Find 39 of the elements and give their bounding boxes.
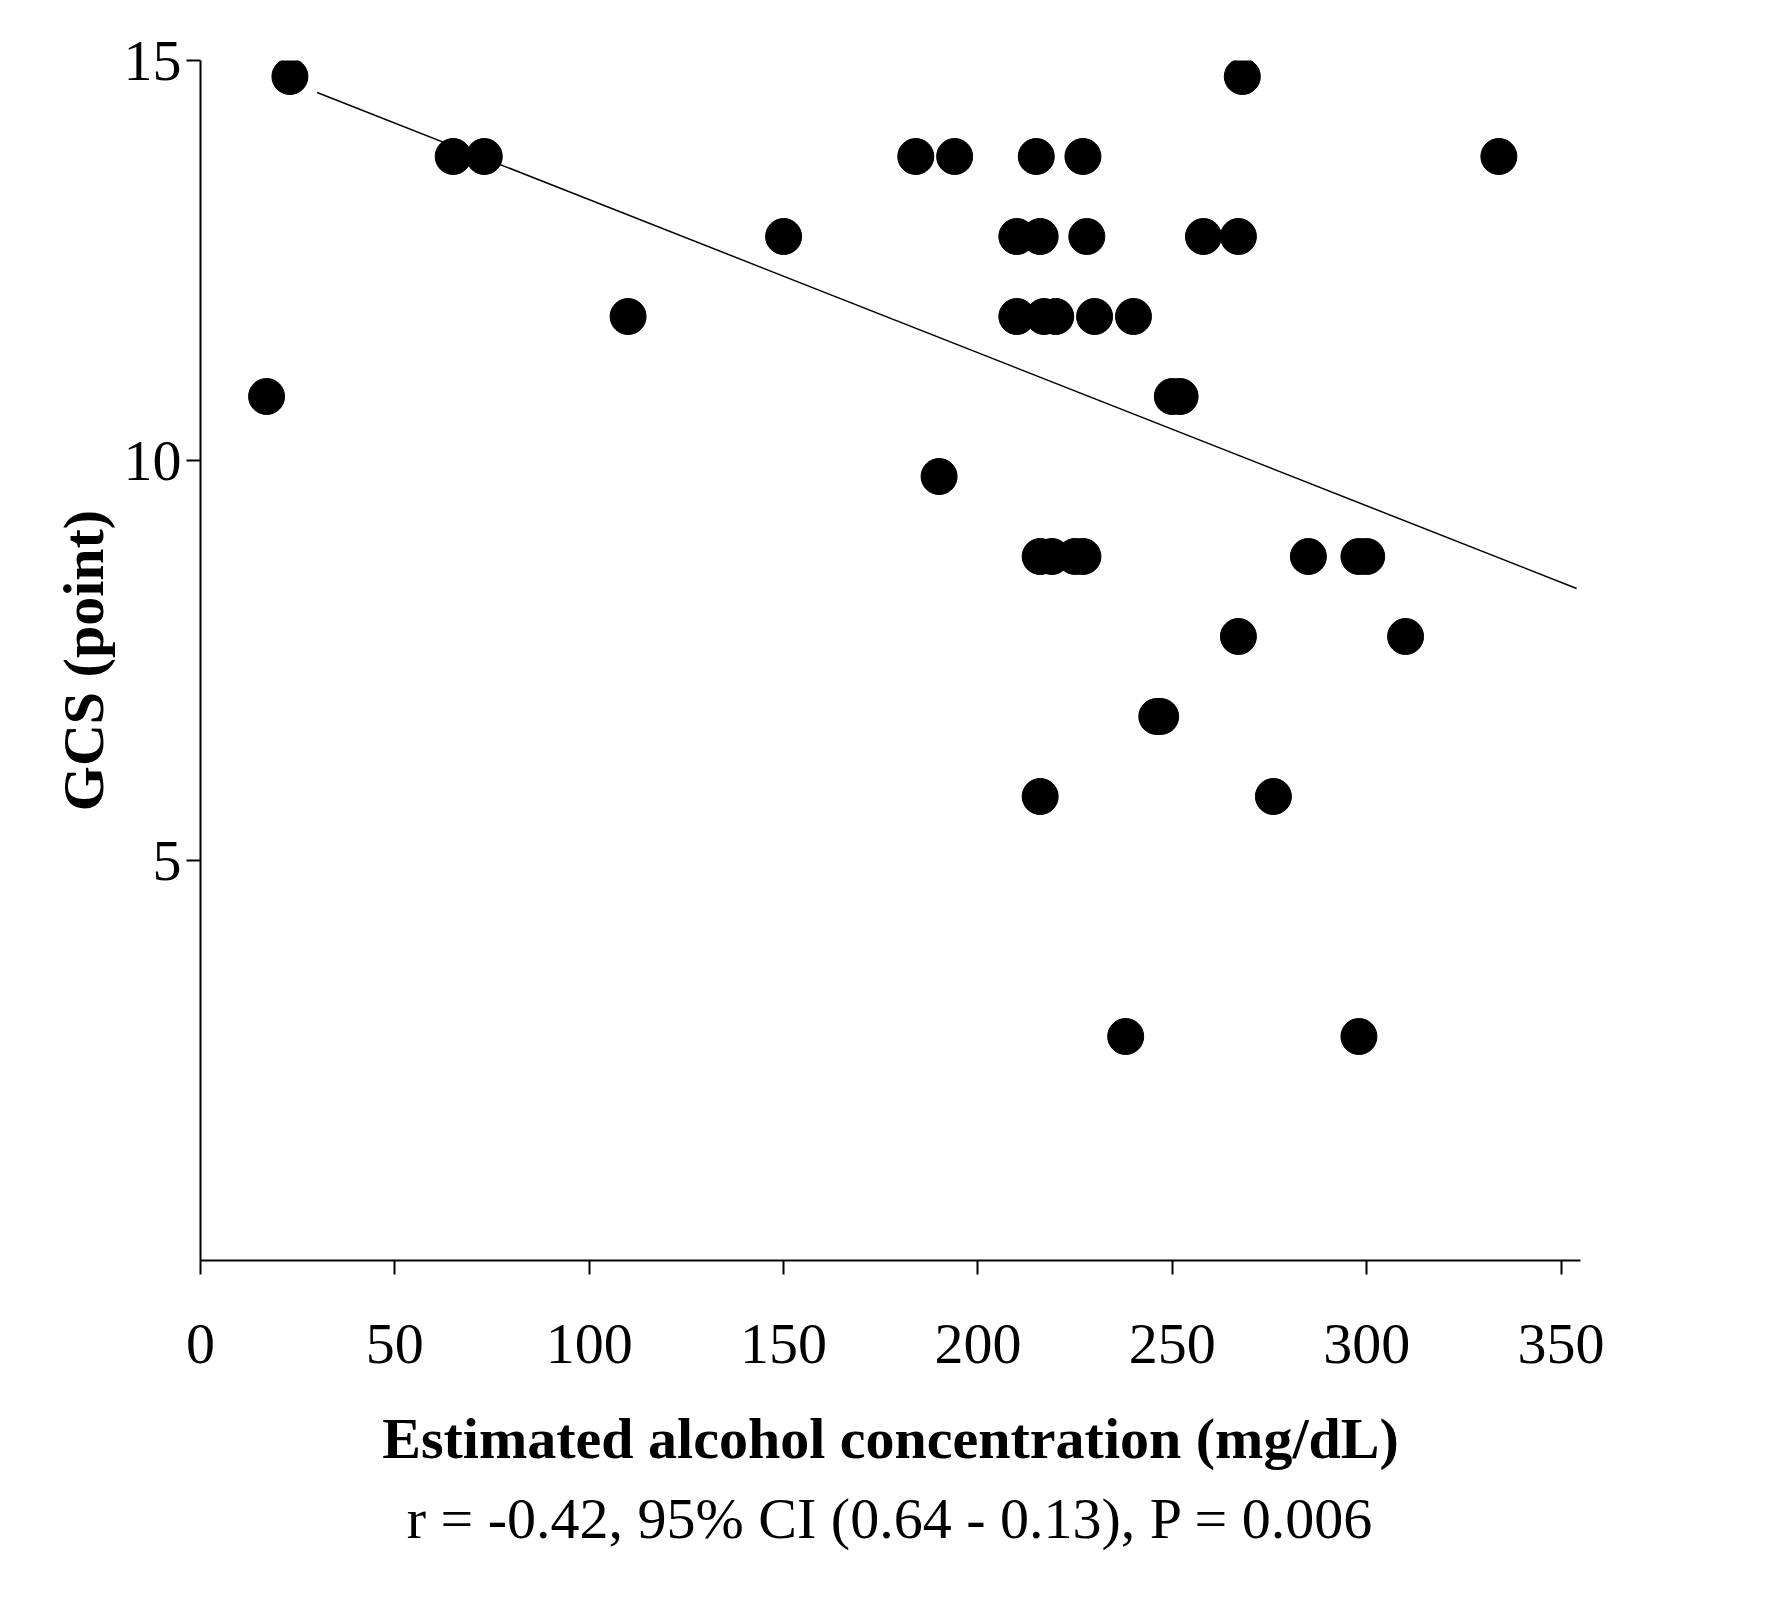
point — [465, 138, 503, 175]
point — [1114, 298, 1152, 335]
x-tick-label: 250 — [1128, 1310, 1216, 1376]
point — [1076, 298, 1114, 335]
point — [248, 378, 286, 415]
y-tick-label: 10 — [123, 427, 182, 493]
point — [1021, 778, 1059, 815]
x-tick-label: 300 — [1323, 1310, 1411, 1376]
x-axis-title: Estimated alcohol concentration (mg/dL) — [382, 1405, 1399, 1471]
point — [1289, 538, 1327, 575]
text: r = -0.42, 95% CI (0.64 - 0.13), P = 0.006 — [406, 1485, 1373, 1551]
point — [897, 138, 935, 175]
point — [920, 458, 958, 495]
point — [1219, 618, 1257, 655]
point — [1219, 218, 1257, 255]
point — [1340, 1018, 1378, 1055]
y-axis-title: GCS (point) — [50, 509, 116, 812]
point — [1480, 138, 1518, 175]
x-tick-label: 100 — [545, 1310, 633, 1376]
point — [1254, 778, 1292, 815]
y-tick-label: 5 — [152, 827, 182, 893]
point — [936, 138, 974, 175]
x-tick-label: 200 — [934, 1310, 1022, 1376]
point — [271, 60, 309, 95]
point — [1068, 218, 1106, 255]
point — [765, 218, 803, 255]
x-tick-label: 50 — [365, 1310, 424, 1376]
x-tick-label: 350 — [1517, 1310, 1605, 1376]
point — [1107, 1018, 1145, 1055]
point — [1017, 138, 1055, 175]
y-tick-label: 15 — [123, 27, 182, 93]
point — [434, 138, 472, 175]
point — [1223, 60, 1261, 95]
point — [609, 298, 647, 335]
x-tick-label: 150 — [740, 1310, 828, 1376]
point — [1064, 138, 1102, 175]
point — [1387, 618, 1425, 655]
point — [1184, 218, 1222, 255]
x-tick-label: 0 — [186, 1310, 215, 1376]
